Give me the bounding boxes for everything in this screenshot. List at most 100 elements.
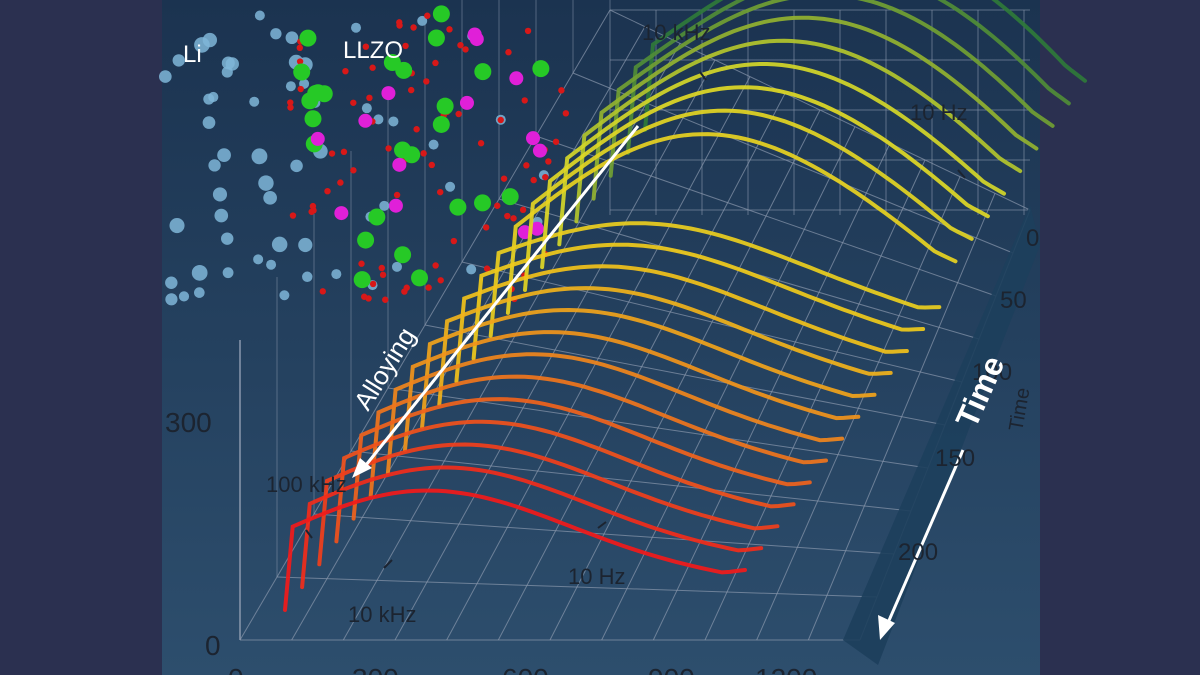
lithium-atom (217, 148, 231, 162)
grid-line (549, 109, 821, 641)
green-atom (436, 97, 454, 115)
oxygen-atom (413, 126, 420, 133)
oxygen-atom (477, 140, 485, 147)
impedance-curve (283, 488, 747, 612)
lithium-atom (191, 264, 208, 281)
impedance-curve (385, 352, 845, 475)
lithium-atom (263, 191, 277, 205)
annotation-pointer (957, 169, 966, 179)
oxygen-atom (340, 148, 348, 156)
oxygen-atom (545, 158, 552, 165)
green-atom (357, 231, 375, 249)
oxygen-atom (382, 296, 389, 303)
impedance-curve (317, 442, 780, 567)
lithium-atom (361, 103, 372, 114)
lithium-atom (258, 175, 274, 191)
lithium-atom (172, 54, 185, 67)
oxygen-atom (287, 104, 294, 111)
green-atom (304, 110, 322, 128)
x-tick-label: 900 (648, 663, 695, 675)
oxygen-atom (542, 173, 549, 181)
oxygen-atom (423, 78, 430, 85)
magenta-atom (310, 131, 325, 146)
lithium-atom (254, 10, 265, 21)
impedance-curve (488, 221, 942, 338)
grid-line (704, 159, 926, 641)
lithium-atom (203, 93, 215, 105)
oxygen-atom (462, 46, 469, 53)
oxygen-atom (482, 224, 490, 231)
impedance-curve (437, 286, 893, 407)
impedance-curve (471, 242, 926, 361)
llzo-label: LLZO (343, 37, 403, 64)
oxygen-atom (328, 150, 336, 157)
lithium-atom (379, 200, 390, 211)
impedance-curves (283, 0, 1087, 612)
oxygen-atom (424, 12, 431, 19)
alloying-arrowhead (352, 458, 372, 478)
lithium-atom (169, 217, 185, 234)
magenta-atom (532, 143, 547, 158)
oxygen-atom (342, 67, 349, 75)
oxygen-atom (432, 262, 439, 269)
oxygen-atom (500, 175, 508, 182)
impedance-curve (300, 465, 764, 590)
green-atom (293, 63, 311, 81)
impedance-curve (403, 330, 861, 452)
oxygen-atom (393, 191, 401, 199)
oxygen-atom (530, 176, 537, 184)
magenta-atom (392, 157, 407, 172)
grid-line (394, 59, 716, 641)
green-atom (532, 60, 550, 78)
oxygen-atom (358, 260, 365, 267)
impedance-curve (334, 419, 796, 544)
lithium-atom (388, 116, 399, 127)
impedance-curve (557, 62, 1006, 247)
lithium-atom (417, 15, 428, 26)
lithium-atom (302, 271, 313, 282)
lithium-atom (208, 159, 221, 172)
oxygen-atom (402, 42, 409, 50)
lithium-atom (290, 159, 303, 173)
oxygen-atom (297, 85, 304, 93)
magenta-atom (388, 198, 403, 213)
z-tick-label: 100 (972, 359, 1012, 386)
annotation-pointer (699, 71, 707, 81)
oxygen-atom (369, 64, 376, 71)
annotation-back-10khz: 10 kHz (642, 20, 710, 45)
oxygen-atom (379, 271, 387, 279)
lithium-atom (159, 70, 172, 83)
lithium-atom (214, 208, 229, 223)
magenta-atom (381, 86, 396, 101)
oxygen-atom (410, 24, 417, 31)
oxygen-atom (494, 202, 501, 209)
oxygen-atom (455, 110, 462, 118)
oxygen-atom (287, 99, 294, 106)
magenta-atom (530, 221, 545, 236)
lithium-atom (331, 269, 342, 280)
oxygen-atom (519, 206, 527, 214)
green-atom (427, 29, 445, 47)
magenta-atom (526, 131, 541, 146)
grid-line (291, 26, 646, 641)
impedance-curve (523, 108, 974, 292)
oxygen-atom (483, 265, 491, 272)
lithium-atom (391, 261, 402, 272)
oxygen-atom (396, 22, 403, 29)
oxygen-atom (562, 110, 570, 117)
z-tick-label: 150 (935, 445, 975, 472)
oxygen-atom (510, 215, 517, 222)
z-tick-label: 50 (1000, 287, 1027, 314)
green-atom (394, 246, 412, 264)
green-atom (353, 271, 371, 289)
green-atom (449, 198, 467, 216)
green-atom (474, 63, 492, 81)
oxygen-atom (437, 277, 444, 284)
lithium-atom (351, 22, 362, 33)
arrows (305, 71, 1040, 665)
z-tick-label: 200 (898, 539, 938, 566)
grid-line (497, 93, 786, 641)
oxygen-atom (505, 49, 512, 56)
lithium-atom (270, 28, 282, 40)
oxygen-atom (378, 264, 385, 272)
